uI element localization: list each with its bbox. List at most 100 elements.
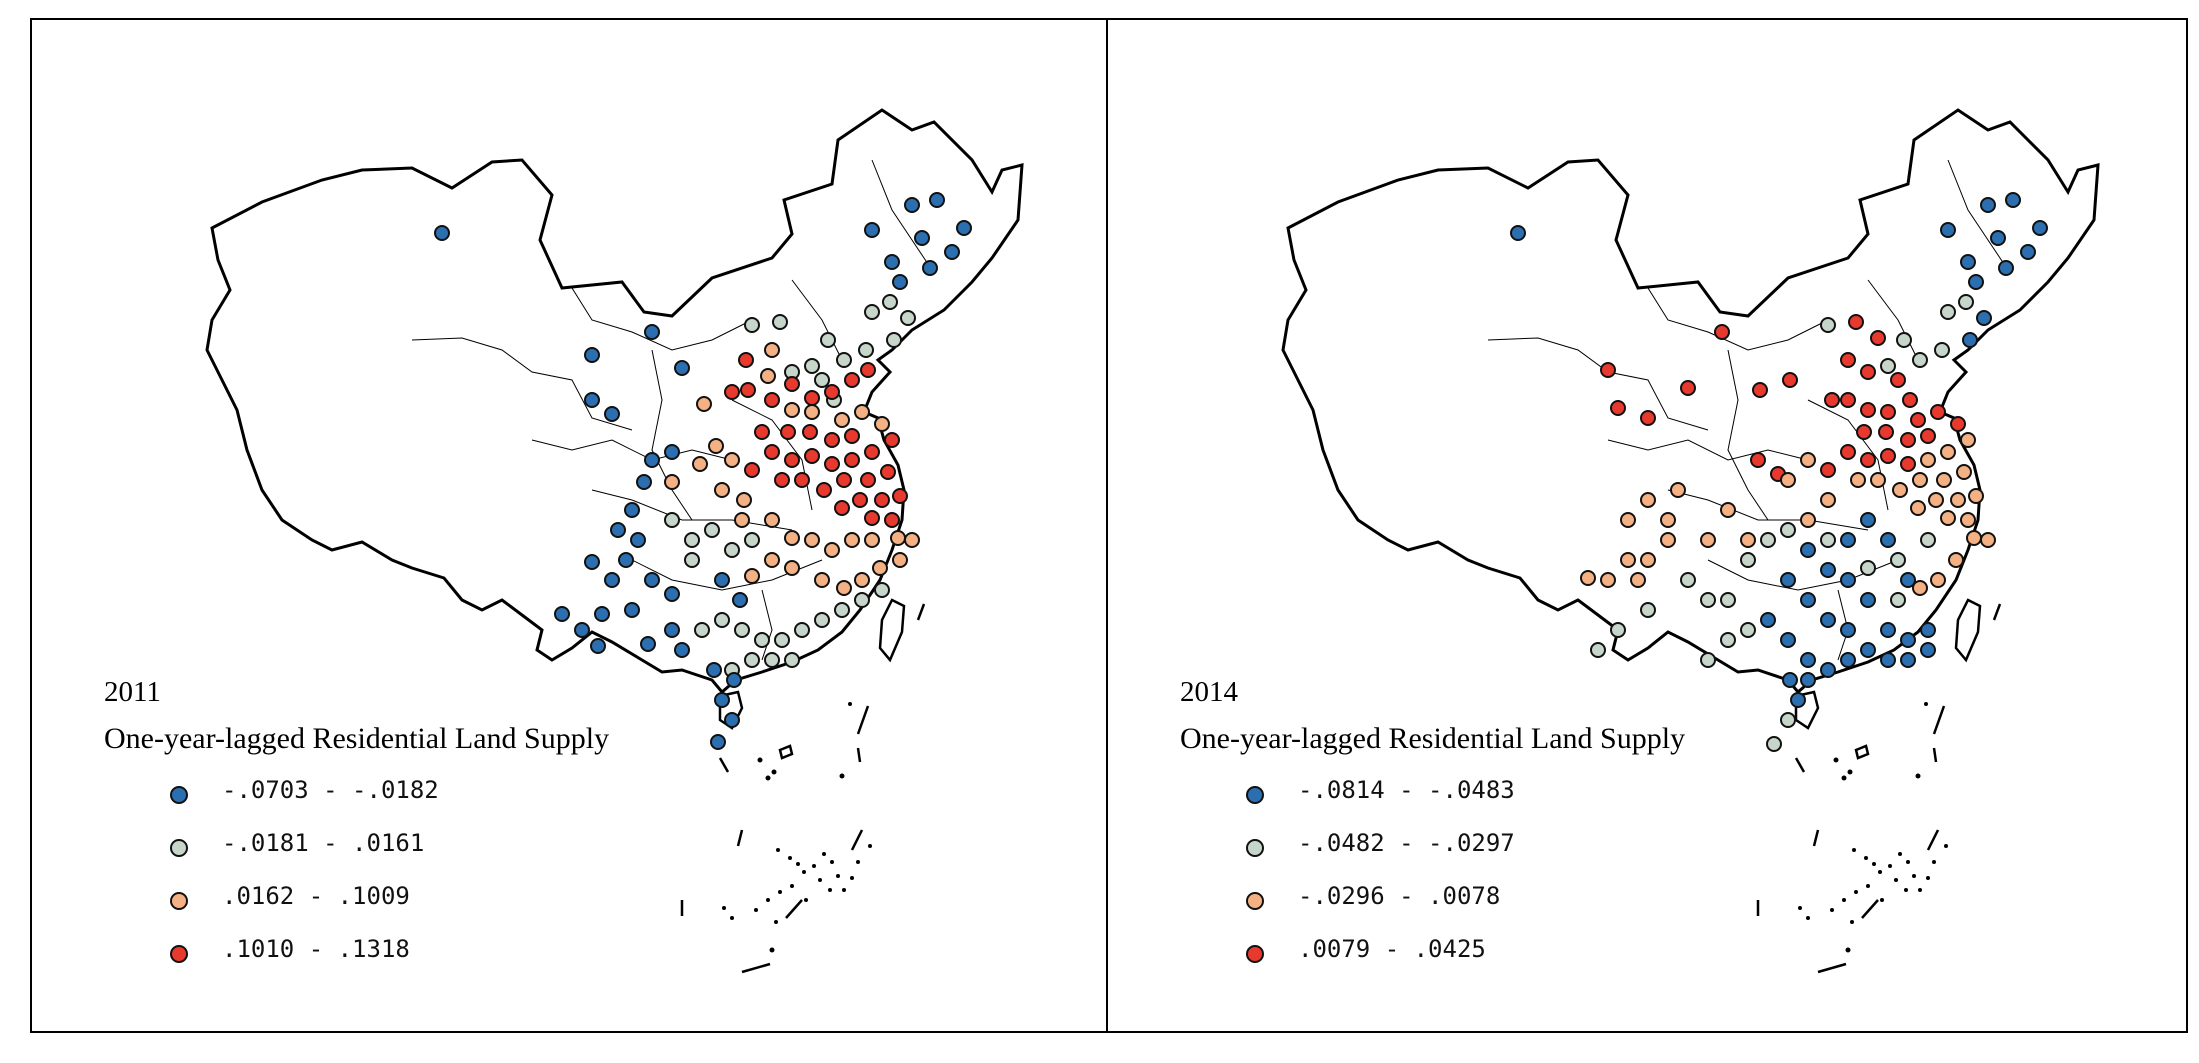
- city-marker-orange: [1912, 472, 1928, 488]
- city-marker-orange: [1920, 452, 1936, 468]
- city-marker-orange: [1640, 552, 1656, 568]
- city-marker-blue: [929, 192, 945, 208]
- city-marker-gray: [734, 622, 750, 638]
- city-marker-orange: [744, 568, 760, 584]
- city-marker-orange: [874, 416, 890, 432]
- city-marker-red: [1680, 380, 1696, 396]
- city-marker-red: [892, 488, 908, 504]
- city-marker-red: [844, 372, 860, 388]
- city-marker-orange: [784, 402, 800, 418]
- city-marker-orange: [834, 412, 850, 428]
- city-marker-orange: [764, 342, 780, 358]
- city-marker-orange: [1600, 572, 1616, 588]
- legend-label: -.0181 - .0161: [222, 829, 425, 857]
- city-marker-blue: [554, 606, 570, 622]
- city-marker-red: [852, 492, 868, 508]
- city-marker-red: [884, 512, 900, 528]
- city-marker-orange: [872, 560, 888, 576]
- city-marker-orange: [1700, 532, 1716, 548]
- city-marker-red: [802, 424, 818, 440]
- city-marker-gray: [1820, 532, 1836, 548]
- city-marker-orange: [1910, 500, 1926, 516]
- city-marker-blue: [584, 554, 600, 570]
- city-marker-red: [780, 424, 796, 440]
- city-marker-gray: [1934, 342, 1950, 358]
- city-marker-blue: [1976, 310, 1992, 326]
- china-map: [1281, 108, 2100, 974]
- city-marker-gray: [1590, 642, 1606, 658]
- city-marker-orange: [724, 452, 740, 468]
- city-marker-red: [1752, 382, 1768, 398]
- city-marker-blue: [434, 225, 450, 241]
- city-marker-orange: [1892, 482, 1908, 498]
- city-marker-red: [884, 432, 900, 448]
- city-marker-blue: [584, 392, 600, 408]
- city-marker-red: [794, 472, 810, 488]
- city-marker-blue: [956, 220, 972, 236]
- city-marker-orange: [1660, 512, 1676, 528]
- city-marker-blue: [644, 324, 660, 340]
- city-marker-gray: [1680, 572, 1696, 588]
- city-marker-blue: [674, 360, 690, 376]
- south-china-sea-islands: [680, 603, 926, 974]
- city-marker-blue: [710, 734, 726, 750]
- city-marker-red: [784, 376, 800, 392]
- city-marker-orange: [824, 542, 840, 558]
- city-marker-blue: [674, 642, 690, 658]
- city-marker-orange: [1948, 552, 1964, 568]
- city-marker-blue: [1840, 622, 1856, 638]
- city-marker-orange: [1960, 432, 1976, 448]
- city-marker-blue: [1780, 632, 1796, 648]
- city-marker-blue: [644, 572, 660, 588]
- legend-label: -.0296 - .0078: [1298, 882, 1501, 910]
- city-marker-blue: [1960, 254, 1976, 270]
- city-marker-orange: [764, 512, 780, 528]
- city-marker-red: [836, 472, 852, 488]
- legend-title: One-year-lagged Residential Land Supply: [104, 722, 610, 755]
- city-marker-orange: [1660, 532, 1676, 548]
- city-marker-red: [1910, 412, 1926, 428]
- city-marker-gray: [1880, 358, 1896, 374]
- legend-label: -.0482 - -.0297: [1298, 829, 1515, 857]
- city-marker-red: [1870, 330, 1886, 346]
- city-marker-blue: [724, 712, 740, 728]
- city-marker-orange: [1870, 472, 1886, 488]
- city-marker-orange: [1940, 444, 1956, 460]
- country-outline: [1281, 108, 2100, 730]
- city-marker-gray: [664, 512, 680, 528]
- city-marker-red: [740, 382, 756, 398]
- city-marker-blue: [864, 222, 880, 238]
- city-marker-red: [764, 392, 780, 408]
- map-year: 2014: [1180, 676, 1238, 708]
- city-marker-gray: [684, 552, 700, 568]
- city-marker-blue: [618, 552, 634, 568]
- city-marker-blue: [1968, 274, 1984, 290]
- city-marker-red: [1848, 314, 1864, 330]
- city-marker-gray: [744, 652, 760, 668]
- map-panel-2014: 2014 One-year-lagged Residential Land Su…: [1106, 18, 2188, 1033]
- city-marker-blue: [1880, 652, 1896, 668]
- city-marker-blue: [604, 406, 620, 422]
- city-marker-blue: [1900, 632, 1916, 648]
- map-panel-2011: 2011 One-year-lagged Residential Land Su…: [30, 18, 1108, 1033]
- city-marker-gray: [820, 332, 836, 348]
- city-marker-orange: [764, 552, 780, 568]
- city-marker-blue: [944, 244, 960, 260]
- city-marker-gray: [864, 304, 880, 320]
- legend-dot-blue: [170, 786, 188, 804]
- city-marker-blue: [1860, 512, 1876, 528]
- city-marker-blue: [1840, 652, 1856, 668]
- city-marker-blue: [590, 638, 606, 654]
- city-marker-blue: [1880, 622, 1896, 638]
- city-marker-blue: [1900, 652, 1916, 668]
- city-marker-blue: [574, 622, 590, 638]
- city-marker-gray: [1740, 552, 1756, 568]
- city-marker-blue: [604, 572, 620, 588]
- city-marker-gray: [1890, 552, 1906, 568]
- city-marker-orange: [854, 572, 870, 588]
- city-marker-red: [1782, 372, 1798, 388]
- city-marker-red: [1900, 456, 1916, 472]
- legend-label: -.0703 - -.0182: [222, 776, 439, 804]
- city-marker-orange: [1630, 572, 1646, 588]
- city-marker-blue: [664, 622, 680, 638]
